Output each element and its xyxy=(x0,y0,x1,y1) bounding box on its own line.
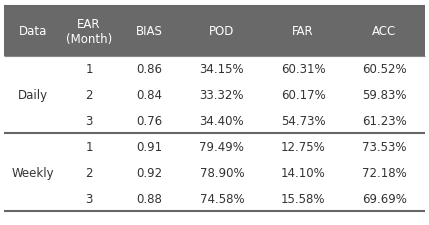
Text: 3: 3 xyxy=(85,115,93,127)
Text: Weekly: Weekly xyxy=(11,166,54,179)
Text: 78.90%: 78.90% xyxy=(199,166,244,179)
Text: 15.58%: 15.58% xyxy=(281,192,325,205)
Text: Data: Data xyxy=(18,25,47,38)
Text: 33.32%: 33.32% xyxy=(199,89,244,101)
Text: 0.86: 0.86 xyxy=(136,63,162,76)
Text: 3: 3 xyxy=(85,192,93,205)
Text: 73.53%: 73.53% xyxy=(362,140,406,153)
Text: 12.75%: 12.75% xyxy=(281,140,325,153)
Text: 60.31%: 60.31% xyxy=(281,63,325,76)
Text: 1: 1 xyxy=(85,140,93,153)
Text: EAR
(Month): EAR (Month) xyxy=(66,18,112,45)
Text: 2: 2 xyxy=(85,166,93,179)
Text: ACC: ACC xyxy=(372,25,396,38)
Text: 0.88: 0.88 xyxy=(136,192,162,205)
Text: 54.73%: 54.73% xyxy=(281,115,325,127)
Text: 60.17%: 60.17% xyxy=(281,89,325,101)
Text: Daily: Daily xyxy=(18,89,48,101)
Text: 0.92: 0.92 xyxy=(136,166,163,179)
Text: 2: 2 xyxy=(85,89,93,101)
Text: 34.40%: 34.40% xyxy=(199,115,244,127)
Text: 61.23%: 61.23% xyxy=(362,115,407,127)
Text: 72.18%: 72.18% xyxy=(362,166,407,179)
Text: BIAS: BIAS xyxy=(136,25,163,38)
Text: 59.83%: 59.83% xyxy=(362,89,406,101)
Bar xyxy=(4,56,425,212)
Text: 69.69%: 69.69% xyxy=(362,192,407,205)
Text: 74.58%: 74.58% xyxy=(199,192,244,205)
Text: FAR: FAR xyxy=(292,25,314,38)
Text: 0.84: 0.84 xyxy=(136,89,162,101)
Text: 0.76: 0.76 xyxy=(136,115,163,127)
Text: 79.49%: 79.49% xyxy=(199,140,244,153)
Text: POD: POD xyxy=(209,25,235,38)
Text: 60.52%: 60.52% xyxy=(362,63,406,76)
Text: 0.91: 0.91 xyxy=(136,140,163,153)
Text: 14.10%: 14.10% xyxy=(281,166,325,179)
Text: 34.15%: 34.15% xyxy=(199,63,244,76)
Bar xyxy=(4,7,425,56)
Text: 1: 1 xyxy=(85,63,93,76)
